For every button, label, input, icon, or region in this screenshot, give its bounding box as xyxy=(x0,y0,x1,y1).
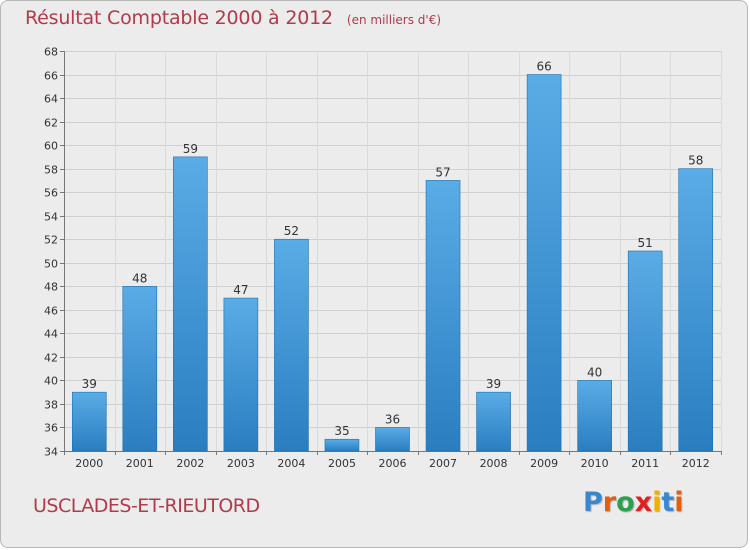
x-tick-label: 2000 xyxy=(75,457,103,470)
bar-value-label: 66 xyxy=(536,60,551,74)
bar xyxy=(71,391,107,452)
brand-letter: i xyxy=(674,487,684,518)
bar xyxy=(627,250,663,452)
y-tick-label: 58 xyxy=(44,164,58,177)
bar xyxy=(526,74,562,452)
grid-lines xyxy=(64,51,722,452)
bar xyxy=(274,238,309,452)
bar xyxy=(425,180,461,452)
x-tick-label: 2003 xyxy=(227,457,255,470)
y-tick-label: 34 xyxy=(44,446,58,459)
bar xyxy=(476,391,511,452)
bar-value-label: 40 xyxy=(587,365,602,379)
bar-value-label: 58 xyxy=(688,154,703,168)
y-tick-label: 68 xyxy=(44,46,58,59)
y-tick-label: 54 xyxy=(44,211,58,224)
chart-title: Résultat Comptable 2000 à 2012 xyxy=(25,7,333,29)
x-tick-label: 2005 xyxy=(328,457,356,470)
bar-value-label: 47 xyxy=(233,283,248,297)
brand-letter: i xyxy=(652,487,662,518)
x-tick-label: 2008 xyxy=(480,457,508,470)
y-tick-label: 50 xyxy=(44,258,58,271)
x-tick-label: 2007 xyxy=(429,457,457,470)
commune-name: USCLADES-ET-RIEUTORD xyxy=(33,495,260,517)
x-tick-label: 2004 xyxy=(277,457,305,470)
bar-value-label: 36 xyxy=(385,412,400,426)
x-tick-label: 2011 xyxy=(631,457,659,470)
y-tick-label: 66 xyxy=(44,70,58,83)
brand-letter: o xyxy=(616,487,635,518)
y-tick-label: 52 xyxy=(44,234,58,247)
y-tick-label: 64 xyxy=(44,93,58,106)
y-tick-label: 40 xyxy=(44,375,58,388)
y-tick-label: 46 xyxy=(44,305,58,318)
bars xyxy=(71,74,714,452)
x-tick-label: 2001 xyxy=(126,457,154,470)
y-tick-label: 56 xyxy=(44,187,58,200)
bar xyxy=(223,297,259,452)
brand-letter: r xyxy=(602,487,617,518)
y-tick-label: 60 xyxy=(44,140,58,153)
brand-logo: Proxiti xyxy=(583,487,684,523)
axes: 34 36 38 40 42 44 46 48 50 52 54 56 58 60 62 64 66 68 xyxy=(44,46,722,459)
bar xyxy=(173,156,208,452)
bar-value-label: 39 xyxy=(486,377,501,391)
x-tick-label: 2006 xyxy=(379,457,407,470)
brand-letter: t xyxy=(661,487,675,518)
y-tick-label: 36 xyxy=(44,422,58,435)
x-tick-label: 2010 xyxy=(581,457,609,470)
y-tick-label: 42 xyxy=(44,352,58,365)
title-row: Résultat Comptable 2000 à 2012 (en milli… xyxy=(25,7,441,37)
bar xyxy=(577,380,612,452)
chart-subtitle: (en milliers d'€) xyxy=(346,13,442,27)
labels: 39 2000 48 2001 59 2002 47 2003 52 2004 35 2005 36 20… xyxy=(75,60,709,470)
bar-value-label: 35 xyxy=(334,424,349,438)
y-tick-label: 44 xyxy=(44,328,58,341)
brand-letter: P xyxy=(583,487,603,518)
x-tick-label: 2012 xyxy=(682,457,710,470)
bar xyxy=(375,427,410,452)
y-tick-label: 62 xyxy=(44,117,58,130)
x-tick-label: 2002 xyxy=(176,457,204,470)
bar xyxy=(324,438,360,452)
x-tick-label: 2009 xyxy=(530,457,558,470)
y-tick-label: 38 xyxy=(44,399,58,412)
bar-value-label: 52 xyxy=(284,224,299,238)
bar xyxy=(678,168,714,452)
bar-value-label: 57 xyxy=(435,165,450,179)
bar-value-label: 59 xyxy=(183,142,198,156)
bar-value-label: 39 xyxy=(82,377,97,391)
y-tick-label: 48 xyxy=(44,281,58,294)
bar-value-label: 51 xyxy=(638,236,653,250)
bar-value-label: 48 xyxy=(132,271,147,285)
brand-letter: x xyxy=(634,487,653,518)
bar xyxy=(122,285,158,452)
